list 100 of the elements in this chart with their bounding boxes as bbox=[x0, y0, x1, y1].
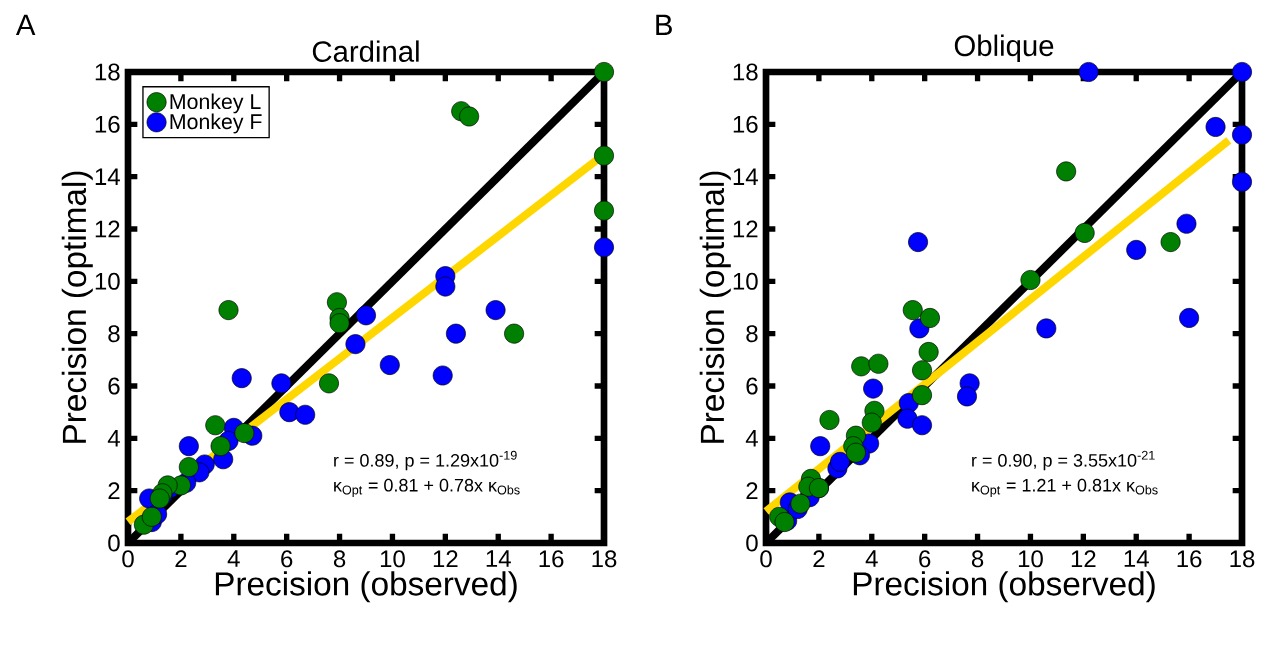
x-tick-label: 12 bbox=[1071, 550, 1096, 568]
point bbox=[271, 373, 292, 394]
point bbox=[1056, 161, 1077, 182]
y-tick-label: 0 bbox=[108, 534, 120, 552]
point bbox=[912, 385, 932, 406]
point bbox=[205, 415, 226, 436]
x-tick-label: 0 bbox=[760, 550, 772, 568]
point bbox=[279, 402, 300, 423]
x-tick-label: 12 bbox=[433, 550, 458, 568]
x-tick-label: 16 bbox=[539, 550, 564, 568]
x-tick-label: 10 bbox=[1018, 550, 1043, 568]
point bbox=[432, 365, 453, 386]
y-tick-label: 4 bbox=[745, 430, 758, 447]
point bbox=[504, 323, 525, 344]
y-axis-title: Precision (optimal) bbox=[699, 171, 731, 443]
point bbox=[231, 368, 252, 389]
text: B bbox=[656, 14, 672, 35]
y-tick-label: 6 bbox=[108, 377, 120, 395]
y-tick-label: 18 bbox=[733, 63, 758, 81]
point bbox=[819, 410, 840, 430]
point bbox=[345, 334, 366, 355]
point bbox=[908, 232, 928, 253]
x-tick-label: 2 bbox=[813, 550, 825, 568]
x-tick-label: 8 bbox=[333, 550, 346, 568]
point bbox=[918, 342, 939, 362]
point bbox=[319, 373, 339, 394]
text: A bbox=[15, 14, 36, 35]
x-tick-label: 2 bbox=[175, 550, 187, 568]
y-tick-label: 0 bbox=[746, 534, 758, 552]
y-tick-label: 2 bbox=[108, 482, 120, 500]
x-tick-label: 6 bbox=[919, 550, 931, 568]
point bbox=[912, 415, 932, 436]
point bbox=[863, 378, 884, 399]
annotation: r = 0.89, p = 1.29x10$^{-19}$ bbox=[334, 450, 517, 471]
point bbox=[790, 493, 811, 514]
point bbox=[1232, 124, 1252, 145]
point bbox=[1176, 213, 1197, 234]
point bbox=[957, 386, 977, 407]
legend-label: Monkey L bbox=[170, 93, 261, 114]
point bbox=[594, 62, 614, 82]
annotation: κ$_{Opt}$ = 0.81 + 0.78x κ$_{Obs}$ bbox=[334, 478, 520, 497]
point bbox=[178, 457, 199, 478]
x-tick-label: 4 bbox=[227, 550, 240, 567]
point bbox=[234, 423, 255, 444]
chart-title: Cardinal bbox=[312, 40, 419, 62]
y-tick-label: 14 bbox=[733, 168, 758, 185]
y-tick-label: 10 bbox=[733, 272, 758, 290]
point bbox=[912, 360, 932, 381]
y-axis-title: Precision (optimal) bbox=[61, 171, 93, 443]
y-tick-label: 16 bbox=[733, 115, 758, 133]
point bbox=[329, 313, 350, 334]
point bbox=[1078, 62, 1099, 82]
x-tick-label: 16 bbox=[1177, 550, 1202, 568]
y-tick-label: 10 bbox=[95, 272, 120, 290]
point bbox=[1036, 318, 1057, 339]
point bbox=[1160, 232, 1181, 253]
x-axis-title: Precision (observed) bbox=[853, 571, 1155, 603]
x-tick-label: 0 bbox=[122, 550, 134, 568]
point bbox=[1179, 308, 1200, 328]
y-tick-label: 18 bbox=[95, 63, 120, 81]
legend-label: Monkey F bbox=[170, 113, 262, 134]
y-tick-label: 4 bbox=[107, 430, 120, 447]
point bbox=[1074, 222, 1095, 243]
point bbox=[594, 145, 614, 166]
y-tick-label: 12 bbox=[733, 220, 758, 238]
point bbox=[594, 237, 614, 258]
point bbox=[1232, 171, 1252, 192]
y-tick-label: 8 bbox=[108, 325, 120, 343]
point bbox=[379, 355, 400, 375]
annotation: κ$_{Opt}$ = 1.21 + 0.81x κ$_{Obs}$ bbox=[972, 478, 1158, 497]
x-tick-label: 14 bbox=[1124, 550, 1149, 567]
x-tick-label: 4 bbox=[865, 550, 878, 567]
x-tick-label: 10 bbox=[380, 550, 405, 568]
point bbox=[851, 356, 872, 377]
point bbox=[861, 412, 882, 433]
point bbox=[1232, 62, 1252, 82]
point bbox=[218, 300, 239, 321]
point bbox=[141, 506, 162, 527]
point bbox=[830, 451, 850, 472]
point bbox=[178, 436, 199, 457]
point bbox=[210, 436, 231, 457]
point bbox=[920, 308, 940, 328]
x-tick-label: 18 bbox=[1230, 550, 1255, 568]
point bbox=[902, 300, 923, 321]
x-tick-label: 18 bbox=[592, 550, 617, 568]
point bbox=[459, 106, 480, 127]
point bbox=[1020, 270, 1041, 290]
point bbox=[435, 276, 456, 297]
point bbox=[594, 200, 614, 221]
point bbox=[810, 436, 831, 457]
point bbox=[295, 404, 316, 425]
point bbox=[868, 353, 889, 374]
point bbox=[485, 300, 506, 321]
y-tick-label: 2 bbox=[746, 482, 758, 500]
y-tick-label: 12 bbox=[95, 220, 120, 238]
y-tick-label: 14 bbox=[95, 168, 120, 185]
point bbox=[445, 323, 466, 344]
annotation: r = 0.90, p = 3.55x10$^{-21}$ bbox=[972, 450, 1155, 471]
y-tick-label: 6 bbox=[746, 377, 758, 395]
x-axis-title: Precision (observed) bbox=[215, 571, 517, 603]
